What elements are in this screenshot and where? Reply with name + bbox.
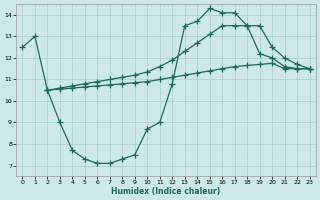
X-axis label: Humidex (Indice chaleur): Humidex (Indice chaleur) bbox=[111, 187, 221, 196]
